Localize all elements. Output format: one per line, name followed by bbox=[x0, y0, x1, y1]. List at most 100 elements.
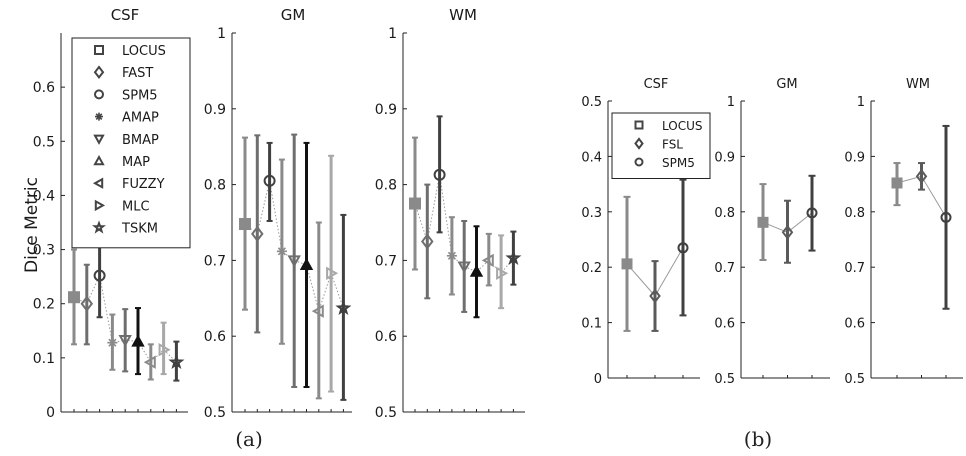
marker-tskm bbox=[168, 353, 185, 370]
y-tick-label: 0 bbox=[594, 372, 602, 387]
legend-label-locus: LOCUS bbox=[662, 119, 702, 133]
marker-locus bbox=[621, 258, 633, 270]
y-tick-label: 0.7 bbox=[844, 261, 865, 276]
legend-marker-locus bbox=[94, 45, 104, 55]
marker-fsl bbox=[649, 288, 661, 304]
legend-marker-map bbox=[93, 154, 105, 166]
marker-spm5 bbox=[806, 207, 818, 219]
legend-marker-spm5 bbox=[634, 157, 644, 167]
subplot-5: GM 0.5 0.6 0.7 0.8 0.9 1 bbox=[714, 77, 830, 387]
marker-fast bbox=[80, 295, 94, 312]
y-tick-label: 0.5 bbox=[33, 134, 55, 150]
marker-fuzzy bbox=[481, 253, 494, 268]
subplot-title: GM bbox=[776, 77, 797, 92]
legend-box bbox=[71, 37, 191, 249]
marker-locus bbox=[757, 216, 769, 228]
y-tick-label: 0.1 bbox=[33, 351, 55, 367]
marker-bmap bbox=[457, 261, 471, 274]
marker-bmap bbox=[287, 255, 301, 268]
marker-spm5 bbox=[93, 269, 106, 282]
y-tick-label: 0.5 bbox=[844, 372, 865, 387]
y-tick-label: 0.6 bbox=[33, 80, 55, 96]
legend-box bbox=[611, 112, 711, 179]
legend-label-fsl: FSL bbox=[662, 138, 683, 152]
y-tick-label: 0.6 bbox=[375, 329, 397, 345]
marker-mlc bbox=[326, 266, 339, 280]
legend-marker-fsl bbox=[634, 137, 644, 150]
legend-label-mlc: MLC bbox=[122, 199, 150, 214]
y-tick-label: 0.9 bbox=[375, 102, 397, 118]
y-tick-label: 0.6 bbox=[714, 317, 735, 332]
y-tick-label: 0.8 bbox=[204, 178, 226, 194]
marker-locus bbox=[239, 218, 251, 231]
y-tick-label: 0.9 bbox=[714, 150, 735, 165]
legend-label-bmap: BMAP bbox=[122, 133, 159, 148]
y-tick-label: 0.9 bbox=[204, 102, 226, 118]
legend-marker-bmap bbox=[93, 134, 105, 145]
marker-map bbox=[131, 334, 145, 347]
subplot-6: WM 0.5 0.6 0.7 0.8 0.9 1 bbox=[844, 77, 963, 387]
subplot-4: CSF 0 0.1 0.2 0.3 0.4 0.5 bbox=[581, 77, 700, 387]
marker-fast bbox=[251, 225, 264, 243]
subplot-title: GM bbox=[281, 6, 306, 24]
marker-locus bbox=[891, 177, 903, 189]
marker-tskm bbox=[335, 299, 352, 316]
subplot-2: GM 0.5 0.6 0.7 0.8 0.9 1 bbox=[204, 6, 352, 421]
y-tick-label: 0.8 bbox=[375, 178, 397, 194]
marker-bmap bbox=[118, 334, 132, 348]
legend-label-amap: AMAP bbox=[122, 111, 159, 126]
legend-label-map: MAP bbox=[122, 155, 150, 170]
y-tick-label: 0.9 bbox=[844, 150, 865, 165]
legend-label-tskm: TSKM bbox=[121, 222, 158, 237]
y-tick-label: 0.4 bbox=[581, 150, 602, 165]
subcaption-b: (b) bbox=[744, 427, 772, 451]
marker-amap bbox=[446, 250, 457, 261]
subplot-title: CSF bbox=[111, 6, 140, 24]
y-tick-label: 0.7 bbox=[375, 253, 397, 269]
marker-spm5 bbox=[263, 174, 276, 187]
marker-locus bbox=[409, 197, 421, 210]
marker-fast bbox=[421, 233, 434, 250]
legend-label-fast: FAST bbox=[122, 66, 153, 81]
marker-fuzzy bbox=[143, 355, 156, 369]
y-tick-label: 1 bbox=[388, 26, 397, 42]
legend-marker-fast bbox=[93, 65, 105, 80]
y-tick-label: 0.6 bbox=[844, 317, 865, 332]
marker-amap bbox=[107, 337, 118, 348]
y-tick-label: 0.2 bbox=[581, 261, 602, 276]
y-tick-label: 0.5 bbox=[581, 95, 602, 110]
legend-label-fuzzy: FUZZY bbox=[122, 177, 165, 192]
marker-spm5 bbox=[433, 168, 446, 181]
y-axis-label: Dice Metric bbox=[22, 177, 42, 273]
legend-label-spm5: SPM5 bbox=[122, 88, 158, 103]
marker-map bbox=[469, 264, 484, 277]
marker-spm5 bbox=[940, 211, 952, 223]
subplot-1: CSF 0 0.1 0.2 0.3 0.4 0.5 0.6 bbox=[33, 6, 188, 421]
subplot-title: WM bbox=[906, 77, 930, 92]
y-tick-label: 0.6 bbox=[204, 329, 226, 345]
y-tick-label: 0.1 bbox=[581, 317, 602, 332]
legend-marker-tskm bbox=[92, 220, 106, 234]
legend-marker-locus bbox=[634, 120, 644, 130]
y-tick-label: 0.7 bbox=[714, 261, 735, 276]
y-tick-label: 1 bbox=[857, 95, 865, 110]
y-tick-label: 0.4 bbox=[33, 188, 55, 204]
marker-mlc bbox=[158, 343, 171, 357]
marker-spm5 bbox=[677, 242, 689, 254]
subplot-title: WM bbox=[449, 6, 477, 24]
y-tick-label: 0.3 bbox=[33, 243, 55, 259]
marker-amap bbox=[276, 246, 287, 257]
marker-locus bbox=[68, 291, 80, 304]
subplot-title: CSF bbox=[644, 77, 669, 92]
subplot-3: WM 0.5 0.6 0.7 0.8 0.9 1 bbox=[375, 6, 525, 421]
y-tick-label: 1 bbox=[727, 95, 735, 110]
subcaption-a: (a) bbox=[235, 427, 263, 451]
marker-fsl bbox=[915, 168, 928, 184]
y-tick-label: 1 bbox=[217, 26, 226, 42]
marker-tskm bbox=[505, 249, 522, 266]
marker-fuzzy bbox=[311, 304, 324, 318]
y-tick-label: 0.5 bbox=[375, 405, 397, 421]
marker-fsl bbox=[781, 224, 794, 240]
y-tick-label: 0.3 bbox=[581, 206, 602, 221]
legend-2: LOCUS FSL SPM5 bbox=[611, 112, 711, 179]
